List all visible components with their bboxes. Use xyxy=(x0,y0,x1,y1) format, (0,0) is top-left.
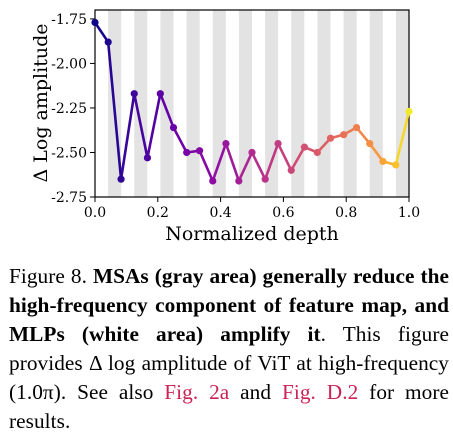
y-tick-label: -2.25 xyxy=(51,101,87,117)
msa-gray-bands xyxy=(108,10,409,197)
x-tick-label: 0.8 xyxy=(335,205,357,221)
msa-band xyxy=(317,10,331,197)
data-point xyxy=(169,123,178,132)
delta-log-amplitude-chart: 0.0 0.2 0.4 0.6 0.8 1.0 -1.75 -2.00 -2.25 -2.50 -2… xyxy=(30,9,420,245)
series-segment xyxy=(211,142,228,183)
series-segment xyxy=(119,92,136,181)
series-segment xyxy=(93,21,110,44)
data-point xyxy=(235,177,243,185)
msa-band xyxy=(265,10,279,197)
msa-band xyxy=(186,10,200,197)
msa-band xyxy=(160,10,174,197)
data-point xyxy=(326,134,335,142)
series-segment xyxy=(394,110,411,167)
data-point xyxy=(104,38,112,46)
x-tick-label: 0.4 xyxy=(209,205,231,221)
data-point xyxy=(313,148,321,157)
data-point xyxy=(352,123,361,132)
y-axis-label: Δ Log amplitude xyxy=(30,24,52,183)
series-segment xyxy=(198,149,215,183)
series-segment xyxy=(276,142,293,172)
caption-middle: . This figure provides Δ log amplitude o… xyxy=(9,322,450,404)
x-tick-label: 0.6 xyxy=(272,205,294,221)
plot-frame xyxy=(94,9,410,198)
data-point xyxy=(209,177,217,185)
series-segment xyxy=(132,92,149,160)
msa-band xyxy=(343,10,357,197)
data-point xyxy=(91,18,99,27)
data-point xyxy=(117,175,125,183)
series-segment xyxy=(146,92,162,160)
data-point xyxy=(392,161,400,169)
msa-band xyxy=(238,10,252,197)
series-segment xyxy=(263,142,280,181)
msa-band xyxy=(369,10,383,197)
series-segment xyxy=(250,151,267,181)
data-point xyxy=(300,143,309,151)
data-point xyxy=(222,139,230,148)
data-point xyxy=(156,90,164,98)
fig-2a-link[interactable]: Fig. 2a xyxy=(164,380,230,404)
msa-band xyxy=(395,10,409,197)
caption-and: and xyxy=(229,380,282,404)
x-tick-label: 0.0 xyxy=(84,205,106,221)
series-segment xyxy=(172,126,188,154)
series-points xyxy=(91,18,413,185)
msa-band xyxy=(291,10,305,197)
series-segment xyxy=(159,92,175,129)
data-point xyxy=(379,157,387,165)
data-point xyxy=(248,148,256,157)
series-segment xyxy=(106,40,123,181)
series-segment xyxy=(368,142,385,163)
data-point xyxy=(340,131,348,139)
data-point xyxy=(143,154,152,162)
caption-suffix: for more results. xyxy=(9,380,449,433)
y-tick-label: -2.75 xyxy=(51,190,87,206)
caption-prefix: Figure 8. xyxy=(9,264,93,288)
caption-bold-claim: MSAs (gray area) generally reduce the hi… xyxy=(9,264,449,346)
y-tick-label: -2.00 xyxy=(51,56,87,72)
fig-d2-link[interactable]: Fig. D.2 xyxy=(281,380,359,404)
series-segment xyxy=(224,142,241,183)
y-tick-label: -2.50 xyxy=(51,145,87,161)
data-point xyxy=(261,175,269,183)
x-tick-label: 0.2 xyxy=(147,205,169,221)
msa-band xyxy=(212,10,226,197)
series-segment xyxy=(289,145,306,172)
series-segment xyxy=(237,151,254,183)
data-point xyxy=(183,148,191,157)
figure-caption: Figure 8. MSAs (gray area) generally red… xyxy=(9,262,449,436)
x-tick-label: 1.0 xyxy=(398,205,420,221)
msa-band xyxy=(134,10,148,197)
x-axis-label: Normalized depth xyxy=(165,223,339,245)
y-tick-label: -1.75 xyxy=(51,12,87,28)
data-point xyxy=(405,107,413,116)
data-point xyxy=(274,139,282,148)
data-point xyxy=(130,90,138,98)
data-point xyxy=(287,166,295,174)
axis-ticks: 0.0 0.2 0.4 0.6 0.8 1.0 -1.75 -2.00 -2.25 -2.50 -2… xyxy=(51,12,420,221)
data-point xyxy=(366,139,374,148)
data-point xyxy=(195,147,204,155)
